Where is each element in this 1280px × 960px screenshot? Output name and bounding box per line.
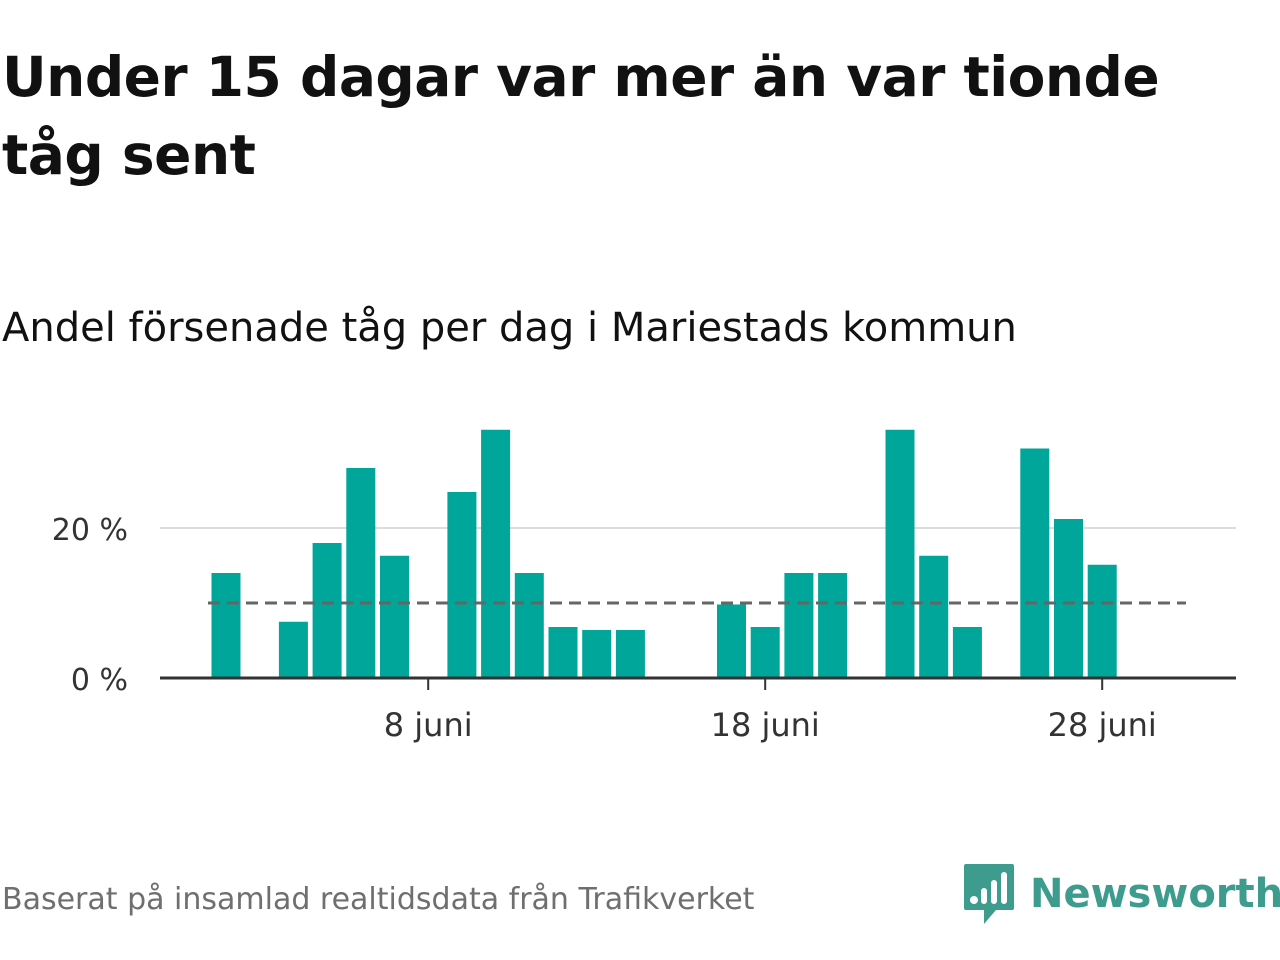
- x-tick-label: 18 juni: [711, 706, 820, 744]
- bar-chart: 0 % 20 % 8 juni 18 juni 28 juni: [52, 429, 1236, 744]
- axes: 0 % 20 % 8 juni 18 juni 28 juni: [52, 513, 1236, 744]
- x-tick-label: 8 juni: [384, 706, 473, 744]
- bar: [380, 555, 409, 678]
- bar: [615, 630, 645, 678]
- bar: [1054, 519, 1083, 678]
- bar: [885, 429, 915, 678]
- bar: [514, 573, 544, 678]
- bar: [346, 468, 376, 678]
- bar: [582, 630, 612, 678]
- y-tick-label: 0 %: [71, 663, 128, 698]
- bar: [481, 429, 511, 678]
- bar: [211, 573, 241, 678]
- bar: [919, 555, 949, 678]
- bar: [717, 604, 746, 678]
- chart-subtitle: Andel försenade tåg per dag i Mariestads…: [2, 305, 1017, 351]
- bar: [952, 627, 982, 678]
- bar: [818, 573, 848, 678]
- bar: [548, 627, 578, 678]
- bar: [1087, 564, 1117, 678]
- brand-logo[interactable]: Newsworthy: [962, 862, 1280, 926]
- newsworthy-logo-icon: [964, 864, 1014, 924]
- x-tick-label: 28 juni: [1048, 706, 1157, 744]
- bar: [278, 621, 308, 678]
- bar: [1020, 448, 1050, 678]
- bar: [784, 573, 814, 678]
- chart-title: Under 15 dagar var mer än var tionde tåg…: [2, 45, 1160, 187]
- bar: [312, 543, 342, 678]
- source-note: Baserat på insamlad realtidsdata från Tr…: [2, 882, 755, 917]
- y-tick-label: 20 %: [52, 513, 128, 548]
- bar: [447, 492, 477, 678]
- bar: [750, 627, 780, 678]
- bars: [211, 429, 1117, 678]
- brand-name: Newsworthy: [1030, 871, 1280, 917]
